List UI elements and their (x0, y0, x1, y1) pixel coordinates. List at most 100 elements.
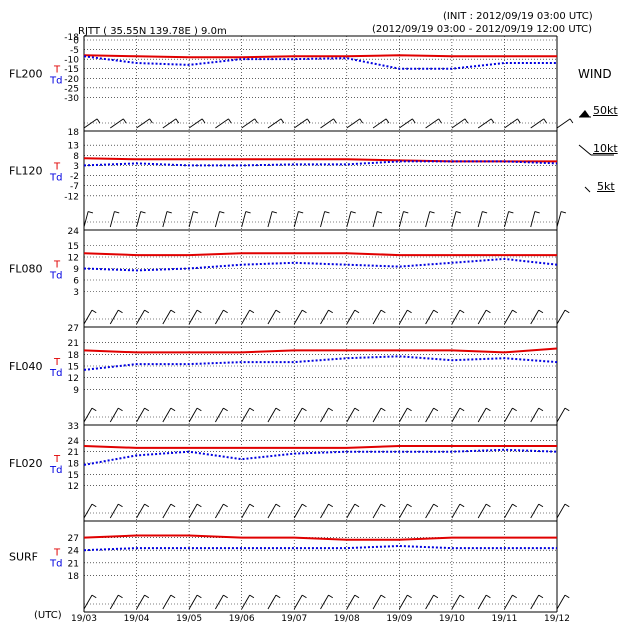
wind-barb-feather (485, 407, 491, 412)
y-tick-label: -2 (70, 172, 79, 182)
wind-barb-feather (459, 503, 465, 508)
wind-barb (241, 594, 251, 610)
x-tick-label: 19/03 (71, 614, 97, 624)
wind-barb-feather (223, 503, 228, 508)
x-tick-label: 19/10 (439, 614, 465, 624)
wind-barb (162, 407, 172, 423)
x-tick-label: 19/04 (124, 614, 150, 624)
wind-barb (214, 503, 224, 519)
wind-barb-feather (380, 503, 386, 508)
wind-barb-feather (433, 594, 439, 599)
wind-barb-feather (380, 309, 386, 314)
wind-barb (398, 309, 408, 325)
wind-barb (293, 118, 308, 129)
wind-barb-feather (350, 211, 356, 214)
wind-barb (346, 407, 356, 423)
wind-barb-feather (569, 118, 574, 124)
wind-barb-feather (91, 309, 97, 314)
level-label: FL020 (9, 457, 42, 470)
wind-barb-feather (301, 309, 307, 314)
wind-barb-feather (490, 118, 495, 124)
wind-barb (188, 211, 194, 228)
t-label: T (53, 65, 61, 76)
y-tick-label: -7 (70, 182, 79, 192)
wind-barb (530, 118, 545, 129)
wind-barb-feather (377, 211, 383, 214)
wind-barb (188, 118, 203, 129)
wind-barb (504, 309, 513, 325)
y-tick-label: -5 (70, 46, 79, 56)
y-tick-label: 13 (68, 142, 79, 152)
wind-barb-feather (455, 211, 461, 214)
wind-barb (241, 309, 251, 325)
wind-barb-feather (144, 503, 150, 508)
y-tick-label: 12 (68, 482, 79, 492)
td-label: Td (49, 76, 62, 87)
y-tick-label: -15 (64, 65, 79, 75)
wind-barb (477, 118, 492, 129)
wind-barb-feather (223, 407, 228, 412)
wind-barb (477, 407, 487, 423)
t-series-line (83, 252, 557, 257)
wind-barb (136, 309, 145, 325)
wind-barb (162, 118, 177, 129)
wind-barb (320, 594, 329, 610)
wind-barb-feather (196, 503, 202, 508)
wind-barb (425, 407, 435, 423)
wind-barb-feather (170, 594, 176, 599)
wind-barb (241, 407, 251, 423)
wind-barb-feather (433, 309, 439, 314)
utc-axis-label: (UTC) (34, 610, 62, 621)
td-series-line (83, 544, 557, 552)
y-tick-label: 0 (73, 37, 79, 47)
wind-barb (425, 309, 435, 325)
wind-barb (214, 594, 224, 610)
wind-barb-feather (170, 309, 176, 314)
level-label: FL120 (9, 165, 42, 178)
y-tick-label: 24 (68, 227, 80, 237)
wind-barb (346, 118, 361, 129)
y-tick-label: 18 (68, 128, 80, 138)
wind-barb-feather (512, 407, 517, 412)
y-tick-label: 24 (68, 547, 80, 557)
wind-barb (425, 503, 435, 519)
wind-barb (556, 211, 562, 228)
wind-legend-5kt-feather (584, 186, 591, 193)
wind-barb (320, 309, 329, 325)
wind-barb-feather (459, 309, 465, 314)
wind-barb (320, 407, 329, 423)
wind-barb-feather (512, 503, 517, 508)
t-series-line (83, 534, 557, 541)
wind-barb (451, 118, 466, 129)
wind-barb-feather (280, 118, 285, 124)
y-tick-label: -12 (64, 192, 79, 202)
wind-barb-feather (464, 118, 469, 124)
wind-barb (425, 594, 435, 610)
wind-legend-5kt: 5kt (597, 180, 615, 193)
wind-barb-feather (407, 594, 412, 599)
wind-barb-feather (354, 407, 360, 412)
td-label: Td (49, 465, 62, 476)
t-label: T (53, 162, 61, 173)
y-tick-label: 21 (68, 559, 79, 569)
wind-barb (109, 211, 115, 228)
t-series-line (83, 445, 557, 449)
wind-barb-feather (403, 211, 409, 214)
wind-barb (136, 503, 145, 519)
wind-barb-feather (123, 118, 127, 124)
x-tick-label: 19/06 (229, 614, 255, 624)
wind-barb-feather (118, 407, 123, 412)
y-tick-label: -18 (64, 33, 79, 43)
wind-barb-feather (412, 118, 416, 124)
wind-barb-feather (512, 594, 517, 599)
y-tick-label: 3 (73, 288, 79, 298)
wind-barb (267, 407, 277, 423)
wind-barb-feather (459, 594, 465, 599)
wind-barb-feather (433, 503, 439, 508)
wind-barb-feather (354, 503, 360, 508)
wind-barb-feather (301, 594, 307, 599)
t-series-line (83, 347, 558, 354)
wind-barb (188, 309, 198, 325)
y-tick-label: -10 (64, 56, 79, 66)
wind-barb-feather (249, 594, 255, 599)
